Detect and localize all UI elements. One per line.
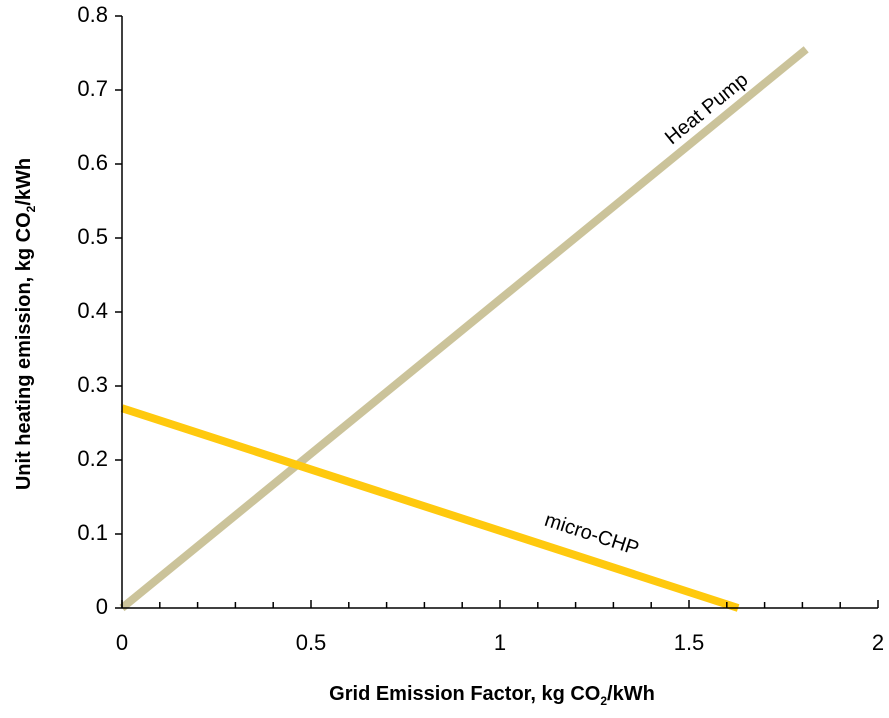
- x-tick-label: 2: [872, 630, 884, 655]
- x-tick-label: 1: [494, 630, 506, 655]
- x-tick-label: 0: [116, 630, 128, 655]
- y-tick-label: 0.6: [77, 150, 108, 175]
- y-tick-label: 0.3: [77, 372, 108, 397]
- x-axis-title-main: Grid Emission Factor, kg CO: [329, 683, 600, 705]
- y-tick-label: 0.7: [77, 76, 108, 101]
- y-tick-label: 0.5: [77, 224, 108, 249]
- x-axis-title-subscript: 2: [600, 694, 607, 708]
- y-tick-label: 0.4: [77, 298, 108, 323]
- x-tick-label: 0.5: [296, 630, 327, 655]
- x-tick-label: 1.5: [674, 630, 705, 655]
- y-axis-title-main: Unit heating emission, kg CO: [13, 212, 35, 490]
- labels-layer: Heat Pumpmicro-CHP00.10.20.30.40.50.60.7…: [77, 2, 884, 655]
- y-axis-title-suffix: /kWh: [13, 158, 35, 206]
- y-axis-title-subscript: 2: [24, 205, 38, 212]
- x-axis-title-suffix: /kWh: [607, 683, 655, 705]
- series-line-heat-pump: [119, 46, 809, 612]
- series-line-micro-chp: [120, 404, 740, 612]
- y-tick-label: 0.1: [77, 520, 108, 545]
- x-axis-title: Grid Emission Factor, kg CO2/kWh: [329, 683, 655, 708]
- y-tick-label: 0: [96, 594, 108, 619]
- y-axis-title: Unit heating emission, kg CO2/kWh: [13, 158, 38, 490]
- y-tick-label: 0.8: [77, 2, 108, 27]
- axes-layer: [115, 15, 879, 609]
- y-tick-label: 0.2: [77, 446, 108, 471]
- series-layer: [119, 46, 809, 612]
